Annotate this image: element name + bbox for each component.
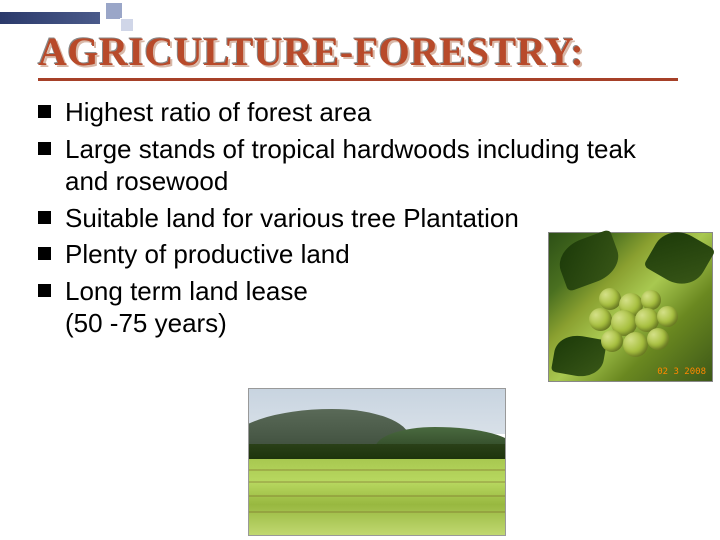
title-underline <box>38 78 678 81</box>
bullet-text: Long term land lease (50 -75 years) <box>65 275 308 340</box>
list-item: Suitable land for various tree Plantatio… <box>38 202 678 235</box>
bullet-icon <box>38 105 51 118</box>
bullet-icon <box>38 142 51 155</box>
bullet-text: Suitable land for various tree Plantatio… <box>65 202 519 235</box>
list-item: Highest ratio of forest area <box>38 96 678 129</box>
bullet-text: Large stands of tropical hardwoods inclu… <box>65 133 678 198</box>
bullet-text: Plenty of productive land <box>65 238 350 271</box>
bullet-icon <box>38 284 51 297</box>
slide-title: AGRICULTURE-FORESTRY: <box>38 28 584 75</box>
bullet-text: Highest ratio of forest area <box>65 96 371 129</box>
photo-paddy-field <box>248 388 506 536</box>
photo-timestamp: 02 3 2008 <box>657 367 706 377</box>
photo-berries: 02 3 2008 <box>548 232 713 382</box>
list-item: Large stands of tropical hardwoods inclu… <box>38 133 678 198</box>
bullet-icon <box>38 211 51 224</box>
bullet-icon <box>38 247 51 260</box>
